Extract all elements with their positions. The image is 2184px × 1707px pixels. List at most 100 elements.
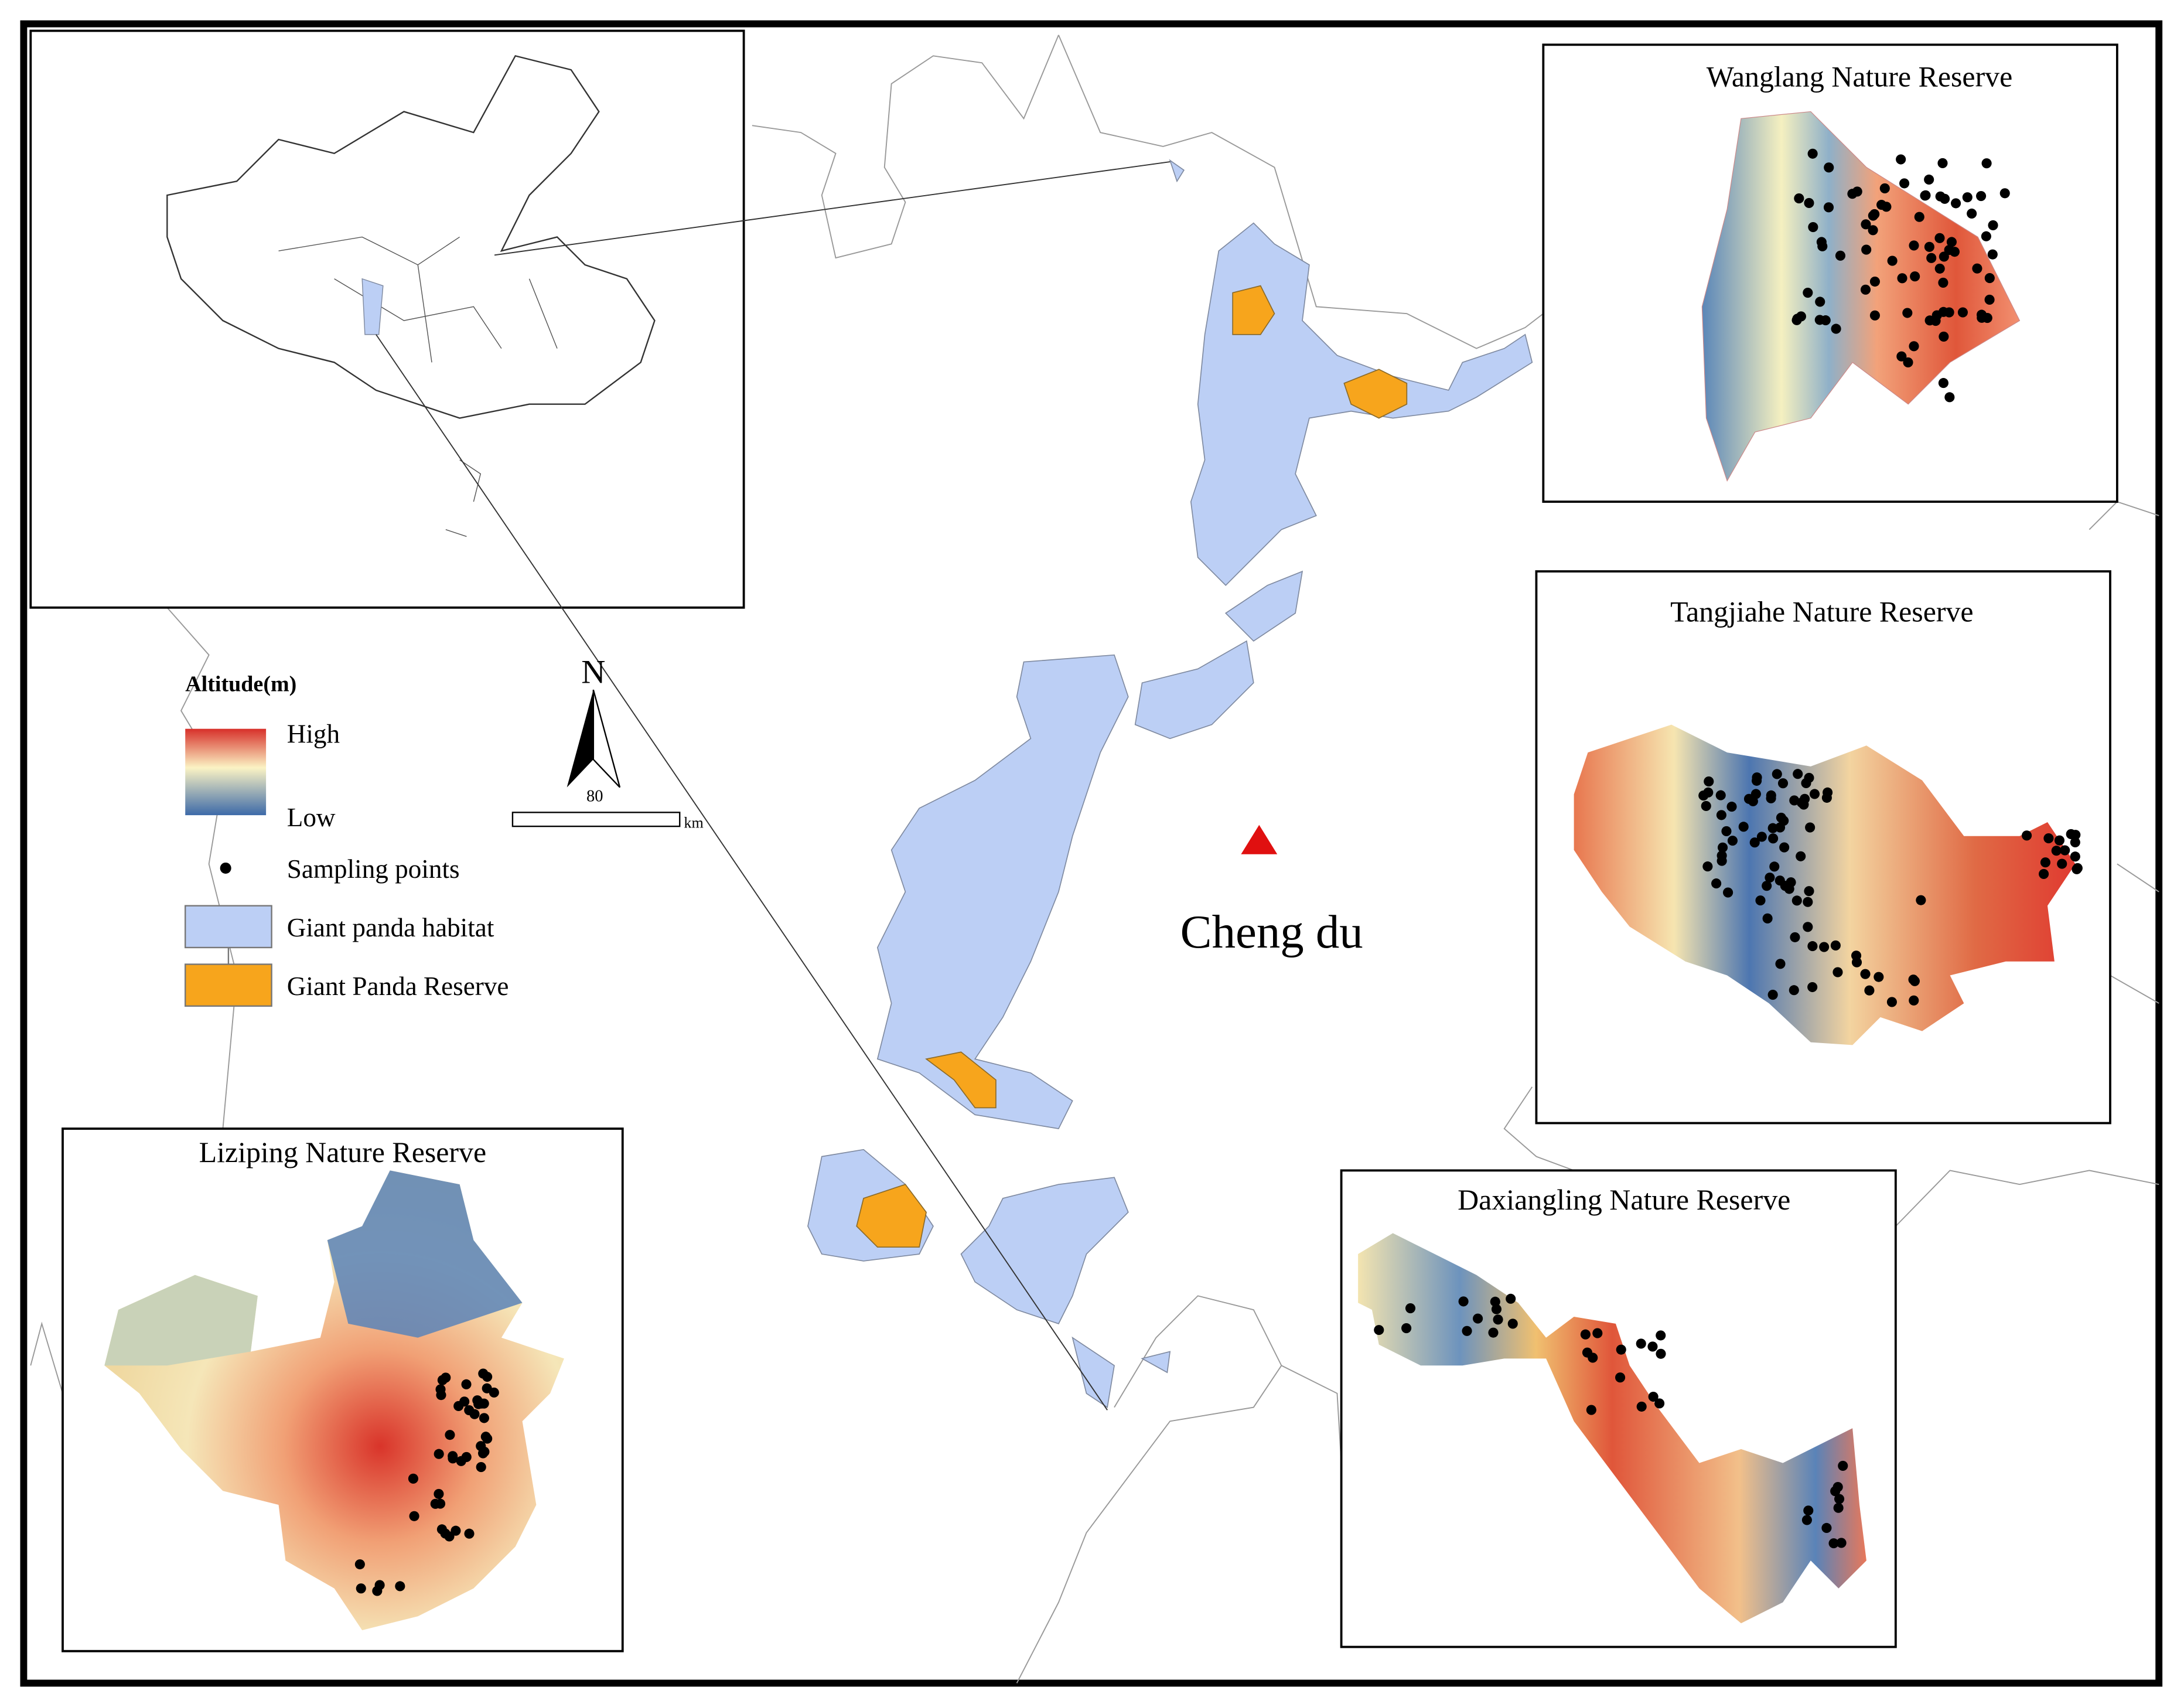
sampling-point (1949, 247, 1960, 257)
sampling-point (1796, 851, 1806, 861)
sampling-point (1988, 220, 1998, 231)
sampling-point (1902, 308, 1913, 318)
sampling-point (1834, 1494, 1845, 1504)
sampling-point (1938, 378, 1948, 389)
sampling-point (1767, 990, 1778, 1000)
sampling-point (1876, 199, 1887, 210)
legend-habitat-swatch (185, 905, 272, 949)
sampling-point (1723, 887, 1733, 898)
sampling-point (1701, 800, 1711, 811)
sampling-point (1860, 284, 1871, 295)
sampling-point (1924, 241, 1934, 252)
sampling-point (469, 1409, 480, 1419)
sampling-point (1488, 1327, 1499, 1338)
sampling-point (1711, 878, 1722, 889)
legend-item: Giant panda habitat (287, 913, 494, 942)
sampling-point (2040, 857, 2050, 868)
sampling-point (1807, 941, 1818, 952)
sampling-point (2070, 830, 2081, 840)
sampling-point (1789, 985, 1799, 996)
sampling-point (1656, 1348, 1666, 1359)
sampling-point (1819, 942, 1830, 952)
legend-title: Altitude(m) (185, 672, 296, 697)
sampling-point (435, 1498, 446, 1509)
sampling-point (1506, 1293, 1516, 1304)
sampling-point (464, 1528, 475, 1539)
legend-item: Giant Panda Reserve (287, 972, 509, 1001)
sampling-point (476, 1462, 486, 1473)
north-label: N (581, 653, 605, 690)
sampling-point (1935, 191, 1946, 202)
sampling-point (1805, 822, 1816, 833)
sampling-point (1957, 307, 1968, 318)
sampling-point (1938, 306, 1948, 317)
sampling-point (461, 1379, 472, 1389)
sampling-point (1779, 842, 1790, 853)
sampling-point (1767, 823, 1778, 833)
sampling-point (1507, 1318, 1518, 1329)
sampling-point (1784, 884, 1794, 894)
scale-unit: km (684, 815, 703, 832)
sampling-point (2051, 846, 2062, 856)
sampling-point (445, 1430, 455, 1440)
sampling-point (1803, 897, 1813, 907)
sampling-point (1636, 1401, 1647, 1412)
sampling-point (1897, 273, 1907, 284)
sampling-point (1803, 922, 1813, 932)
sampling-point (2070, 851, 2080, 862)
sampling-point (1738, 822, 1749, 832)
sampling-point (1779, 816, 1789, 826)
sampling-point (1801, 1515, 1812, 1525)
sampling-point (444, 1531, 455, 1542)
sampling-point (1987, 249, 1998, 260)
sampling-point (1934, 233, 1945, 243)
inset-daxiangling: Daxiangling Nature Reserve (1340, 1169, 1897, 1648)
sampling-point (1833, 1502, 1844, 1513)
giant-panda-reserves (856, 285, 1408, 1248)
legend: Altitude(m) High Low Sampling points Gia… (185, 672, 509, 1007)
sampling-point (1976, 190, 1987, 202)
sampling-point (1654, 1398, 1665, 1409)
sampling-point (1950, 198, 1961, 209)
sampling-point (1920, 190, 1931, 200)
sampling-point (1726, 802, 1737, 812)
sampling-point (478, 1368, 489, 1379)
sampling-point (1823, 202, 1834, 213)
sampling-point (1808, 222, 1818, 233)
sampling-point (1616, 1344, 1626, 1355)
legend-reserve-swatch (185, 963, 272, 1007)
inset-liziping: Liziping Nature Reserve (62, 1127, 624, 1653)
sampling-point (1791, 895, 1802, 906)
sampling-point (1903, 357, 1913, 367)
sampling-point (2072, 864, 2082, 874)
sampling-point (479, 1413, 489, 1423)
sampling-point (1647, 1341, 1658, 1352)
sampling-point (1615, 1372, 1626, 1383)
sampling-point (1804, 197, 1814, 208)
sampling-point (1939, 331, 1949, 342)
sampling-point (1717, 850, 1727, 861)
sampling-point (1981, 158, 1992, 169)
sampling-point (1656, 1330, 1666, 1341)
sampling-point (1715, 790, 1726, 800)
sampling-point (1473, 1313, 1483, 1324)
sampling-point (1762, 913, 1773, 924)
sampling-point (1836, 1538, 1847, 1548)
sampling-point (1702, 861, 1713, 872)
sampling-point (1491, 1304, 1502, 1314)
sampling-point (1908, 975, 1919, 985)
sampling-point (1977, 312, 1987, 323)
sampling-point (451, 1525, 461, 1536)
city-label: Cheng du (1180, 906, 1363, 958)
sampling-point (1874, 972, 1884, 982)
sampling-point (1793, 769, 1803, 779)
sampling-point (1851, 957, 1862, 967)
sampling-point (1789, 795, 1800, 806)
legend-low: Low (287, 803, 336, 832)
sampling-point (1405, 1303, 1416, 1314)
sampling-point (1828, 1538, 1839, 1549)
sampling-point (1752, 772, 1762, 783)
sampling-point (1772, 769, 1782, 779)
zoom-line (494, 161, 1171, 256)
sampling-point (1774, 875, 1785, 886)
